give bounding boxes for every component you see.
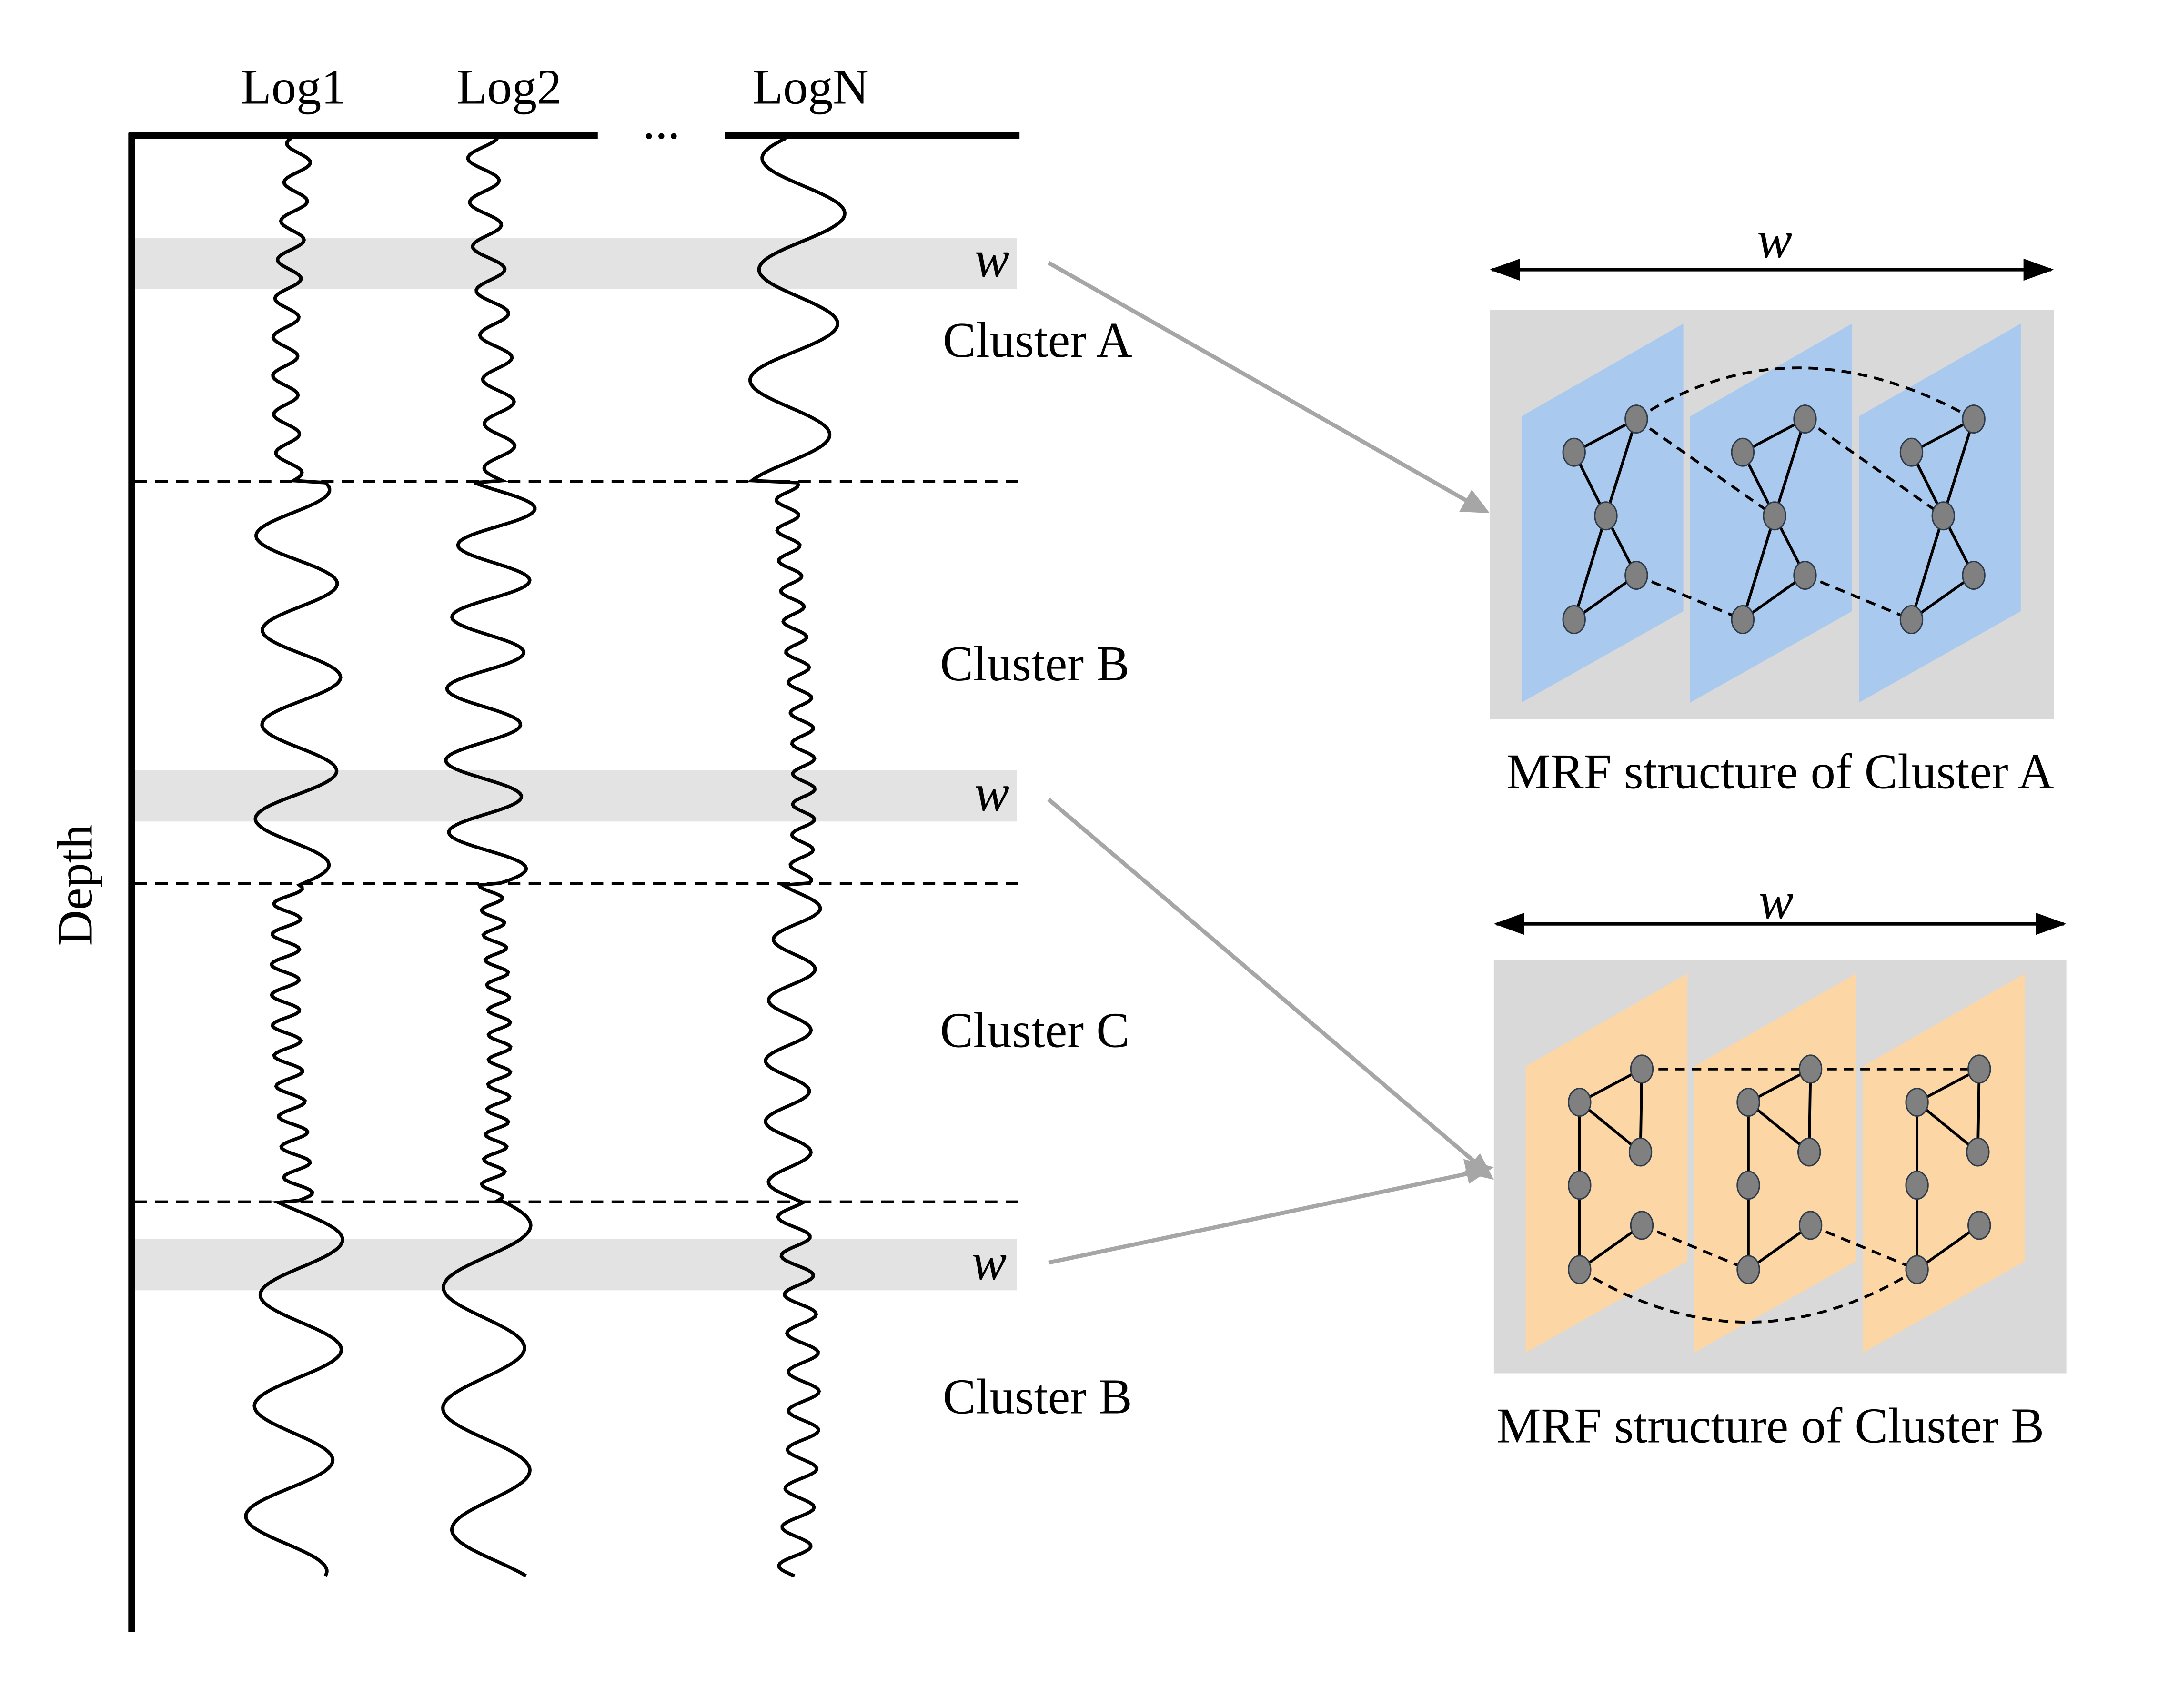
intra-slice-edge <box>1910 515 1945 620</box>
graph-node <box>1899 605 1924 634</box>
window-bands <box>134 238 1017 1291</box>
log-curve-2 <box>441 137 537 1577</box>
mapping-arrows <box>1047 261 1476 1265</box>
graph-node <box>1562 437 1586 467</box>
intra-slice-edge <box>1910 574 1975 621</box>
graph-node <box>1568 1255 1592 1284</box>
window-label: w <box>974 230 1009 288</box>
arrow-to-mrf-a <box>1047 261 1470 504</box>
mrf-b-window-label: w <box>1758 871 1794 930</box>
intra-slice-edge <box>1773 418 1806 516</box>
graph-node <box>1899 437 1924 467</box>
depth-label: Depth <box>47 824 102 946</box>
inter-slice-edge <box>1810 1224 1918 1271</box>
window-band <box>134 238 1017 289</box>
arrowheads <box>1459 489 1494 1184</box>
window-label: w <box>974 764 1009 822</box>
graph-node <box>1568 1088 1592 1117</box>
intra-slice-edge <box>1578 1101 1642 1153</box>
cluster-a-label: Cluster A <box>943 313 1132 368</box>
graph-node <box>1967 1211 1991 1240</box>
graph-node <box>1630 1054 1654 1084</box>
graph-node <box>1736 1255 1760 1284</box>
inter-slice-edge <box>1635 574 1744 621</box>
cluster-b-label: Cluster B <box>940 636 1129 691</box>
graph-node <box>1763 501 1786 531</box>
intra-slice-edge <box>1916 1224 1980 1271</box>
cluster-b2-label: Cluster B <box>943 1369 1132 1425</box>
mrf-a-caption: MRF structure of Cluster A <box>1506 744 2054 799</box>
log-curves <box>244 137 847 1578</box>
intra-slice-edge <box>1573 515 1607 620</box>
log-curve-1 <box>244 137 344 1577</box>
cluster-c-label: Cluster C <box>940 1002 1129 1058</box>
inter-slice-edge <box>1804 418 1944 517</box>
intra-slice-edge <box>1916 1101 1979 1153</box>
intra-slice-edge <box>1742 574 1806 621</box>
graph-node <box>1731 605 1755 634</box>
graph-node <box>1594 501 1618 531</box>
graph-node <box>1630 1211 1654 1240</box>
graph-node <box>1962 561 1986 590</box>
ellipsis-label: ... <box>643 94 680 149</box>
graph-node <box>1797 1137 1821 1167</box>
cluster-boundaries <box>134 480 1020 1203</box>
inter-slice-edge <box>1641 1224 1749 1271</box>
graph-node <box>1793 561 1817 590</box>
arrow-to-mrf-b <box>1047 798 1476 1163</box>
graph-node <box>1905 1088 1929 1117</box>
graph-node <box>1628 1137 1653 1167</box>
graph-node <box>1905 1171 1929 1200</box>
mrf-b-caption: MRF structure of Cluster B <box>1497 1398 2044 1454</box>
log2-label: Log2 <box>457 60 562 115</box>
graph-node <box>1736 1171 1760 1200</box>
graph-node <box>1905 1255 1929 1284</box>
graph-node <box>1624 561 1648 590</box>
arrowhead <box>1459 489 1490 513</box>
graph-node <box>1568 1171 1592 1200</box>
graph-node <box>1562 605 1586 634</box>
long-range-edge <box>1579 1268 1918 1324</box>
log1-label: Log1 <box>241 60 346 115</box>
graph-node <box>1966 1137 1990 1167</box>
arrowhead <box>1463 1159 1494 1184</box>
intra-slice-edge <box>1747 1101 1810 1153</box>
mrf-panel-cluster-b <box>1493 912 2067 1374</box>
window-band <box>134 770 1017 822</box>
window-label: w <box>972 1233 1007 1291</box>
graph-node <box>1793 404 1817 434</box>
intra-slice-edge <box>1741 515 1776 620</box>
log-curve-3 <box>747 137 847 1578</box>
inter-slice-edge <box>1804 574 1912 621</box>
inter-slice-edge <box>1635 418 1775 517</box>
graph-node <box>1731 437 1755 467</box>
intra-slice-edge <box>1604 418 1638 516</box>
graph-node <box>1798 1054 1823 1084</box>
graph-node <box>1967 1054 1991 1084</box>
intra-slice-edge <box>1573 574 1637 621</box>
intra-slice-edge <box>1747 1224 1812 1271</box>
logn-label: LogN <box>753 60 869 115</box>
long-range-edge <box>1635 366 1975 421</box>
window-band <box>134 1239 1017 1291</box>
intra-slice-edge <box>1579 1224 1643 1271</box>
arrow-to-mrf-b <box>1048 1171 1472 1265</box>
mrf-a-window-label: w <box>1757 211 1792 269</box>
intra-slice-edge <box>1942 418 1975 516</box>
graph-node <box>1624 404 1648 434</box>
graph-node <box>1931 501 1955 531</box>
graph-node <box>1798 1211 1823 1240</box>
graph-node <box>1736 1088 1760 1117</box>
mrf-panel-cluster-a <box>1490 258 2054 719</box>
graph-node <box>1962 404 1986 434</box>
